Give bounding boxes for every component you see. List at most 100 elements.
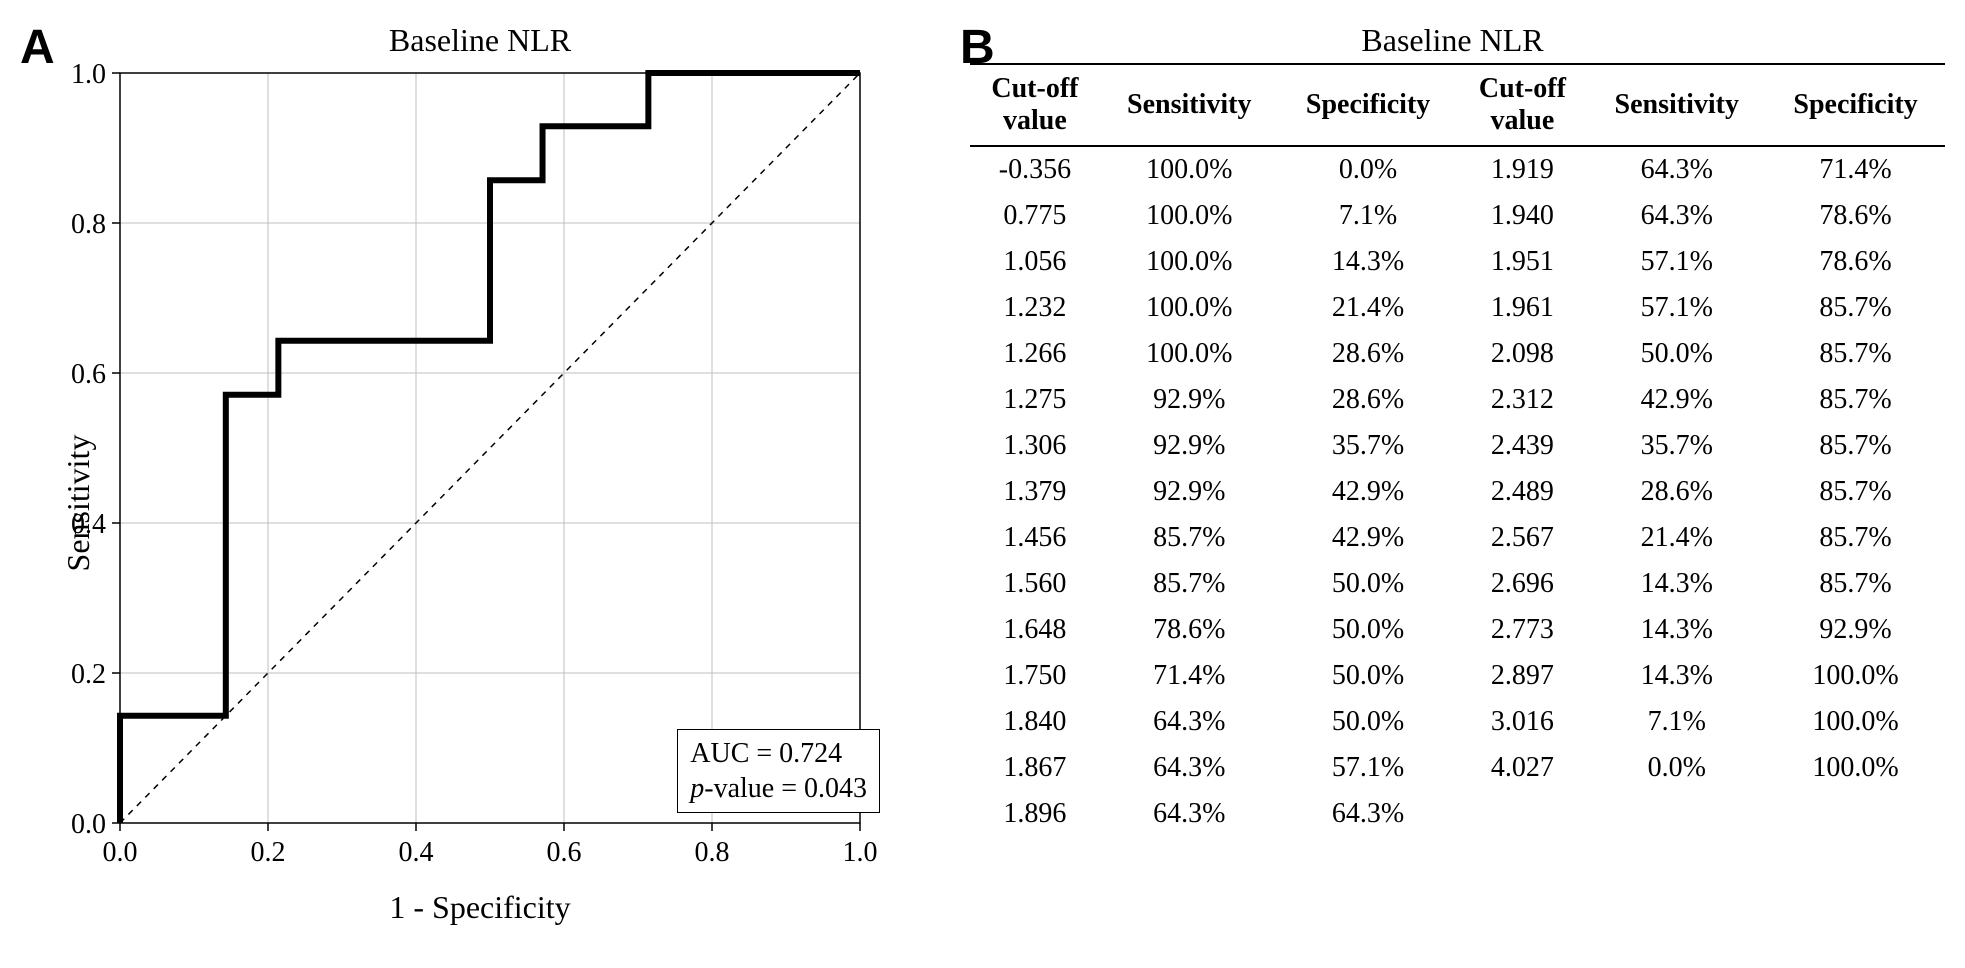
table-cell: 100.0%	[1766, 653, 1945, 699]
table-cell: 50.0%	[1279, 699, 1458, 745]
table-cell: 1.560	[970, 561, 1100, 607]
table-cell: 28.6%	[1587, 469, 1766, 515]
table-cell: 57.1%	[1587, 239, 1766, 285]
table-cell: 92.9%	[1100, 423, 1279, 469]
table-cell: 14.3%	[1279, 239, 1458, 285]
table-row: 1.37992.9%42.9%2.48928.6%85.7%	[970, 469, 1945, 515]
figure-container: A Baseline NLR Sensitivity 0.00.20.40.60…	[20, 20, 1945, 948]
table-cell: 1.456	[970, 515, 1100, 561]
table-cell: 92.9%	[1766, 607, 1945, 653]
table-cell: 2.773	[1457, 607, 1587, 653]
svg-text:1.0: 1.0	[843, 837, 878, 868]
p-rest: -value = 0.043	[704, 773, 867, 804]
table-cell: 42.9%	[1279, 515, 1458, 561]
table-cell: 2.696	[1457, 561, 1587, 607]
table-cell: 1.940	[1457, 193, 1587, 239]
table-cell: 78.6%	[1100, 607, 1279, 653]
table-cell: 1.896	[970, 791, 1100, 837]
table-cell: 64.3%	[1100, 791, 1279, 837]
table-cell: 14.3%	[1587, 653, 1766, 699]
table-cell: 64.3%	[1587, 146, 1766, 193]
table-cell: 100.0%	[1100, 285, 1279, 331]
table-cell: 2.489	[1457, 469, 1587, 515]
table-cell: 35.7%	[1587, 423, 1766, 469]
table-body: -0.356100.0%0.0%1.91964.3%71.4%0.775100.…	[970, 146, 1945, 837]
table-cell	[1766, 791, 1945, 837]
table-cell: 1.056	[970, 239, 1100, 285]
table-cell: 14.3%	[1587, 561, 1766, 607]
auc-annotation-box: AUC = 0.724 p-value = 0.043	[677, 729, 880, 813]
table-cell: 1.951	[1457, 239, 1587, 285]
chart-a-xlabel: 1 - Specificity	[20, 889, 940, 926]
table-header-row: Cut-offvalueSensitivitySpecificityCut-of…	[970, 64, 1945, 146]
table-cell: 85.7%	[1100, 515, 1279, 561]
panel-b: B Baseline NLR Cut-offvalueSensitivitySp…	[960, 20, 1945, 948]
table-cell: 28.6%	[1279, 331, 1458, 377]
svg-text:0.0: 0.0	[103, 837, 138, 868]
table-cell: 50.0%	[1279, 561, 1458, 607]
svg-text:0.8: 0.8	[71, 209, 106, 240]
auc-text: AUC = 0.724	[690, 736, 867, 771]
table-cell: 64.3%	[1100, 699, 1279, 745]
table-cell: 64.3%	[1587, 193, 1766, 239]
table-cell: 64.3%	[1279, 791, 1458, 837]
table-cell: 2.897	[1457, 653, 1587, 699]
panel-a: A Baseline NLR Sensitivity 0.00.20.40.60…	[20, 20, 940, 948]
table-cell: 100.0%	[1766, 699, 1945, 745]
svg-text:0.6: 0.6	[547, 837, 582, 868]
table-cell: 57.1%	[1279, 745, 1458, 791]
table-cell: 85.7%	[1766, 515, 1945, 561]
table-row: 1.75071.4%50.0%2.89714.3%100.0%	[970, 653, 1945, 699]
table-cell: 1.919	[1457, 146, 1587, 193]
table-cell: 42.9%	[1279, 469, 1458, 515]
table-cell: 64.3%	[1100, 745, 1279, 791]
table-cell: 4.027	[1457, 745, 1587, 791]
table-row: 0.775100.0%7.1%1.94064.3%78.6%	[970, 193, 1945, 239]
svg-text:0.0: 0.0	[71, 809, 106, 840]
table-cell: 1.306	[970, 423, 1100, 469]
table-cell: 85.7%	[1766, 469, 1945, 515]
table-cell: -0.356	[970, 146, 1100, 193]
table-cell: 2.567	[1457, 515, 1587, 561]
chart-a-title: Baseline NLR	[20, 22, 940, 59]
table-header-cell: Sensitivity	[1587, 64, 1766, 146]
table-header-cell: Cut-offvalue	[970, 64, 1100, 146]
p-italic: p	[690, 773, 704, 804]
table-cell: 1.961	[1457, 285, 1587, 331]
table-cell: 2.312	[1457, 377, 1587, 423]
svg-text:0.2: 0.2	[71, 659, 106, 690]
table-cell: 85.7%	[1766, 423, 1945, 469]
table-cell: 100.0%	[1766, 745, 1945, 791]
table-row: 1.266100.0%28.6%2.09850.0%85.7%	[970, 331, 1945, 377]
table-cell: 78.6%	[1766, 193, 1945, 239]
table-cell: 3.016	[1457, 699, 1587, 745]
svg-text:0.2: 0.2	[251, 837, 286, 868]
table-cell: 100.0%	[1100, 331, 1279, 377]
table-row: 1.86764.3%57.1%4.0270.0%100.0%	[970, 745, 1945, 791]
table-b-title: Baseline NLR	[960, 22, 1945, 59]
table-row: 1.45685.7%42.9%2.56721.4%85.7%	[970, 515, 1945, 561]
table-cell: 1.379	[970, 469, 1100, 515]
table-header-cell: Cut-offvalue	[1457, 64, 1587, 146]
table-cell: 28.6%	[1279, 377, 1458, 423]
table-cell: 0.775	[970, 193, 1100, 239]
table-row: 1.27592.9%28.6%2.31242.9%85.7%	[970, 377, 1945, 423]
nlr-table: Cut-offvalueSensitivitySpecificityCut-of…	[970, 63, 1945, 837]
svg-text:0.8: 0.8	[695, 837, 730, 868]
table-cell: 57.1%	[1587, 285, 1766, 331]
table-cell: 92.9%	[1100, 469, 1279, 515]
table-cell: 14.3%	[1587, 607, 1766, 653]
table-header-cell: Specificity	[1766, 64, 1945, 146]
table-cell: 100.0%	[1100, 146, 1279, 193]
table-row: 1.64878.6%50.0%2.77314.3%92.9%	[970, 607, 1945, 653]
table-row: 1.232100.0%21.4%1.96157.1%85.7%	[970, 285, 1945, 331]
pvalue-text: p-value = 0.043	[690, 771, 867, 806]
table-cell: 21.4%	[1279, 285, 1458, 331]
table-cell: 92.9%	[1100, 377, 1279, 423]
table-cell: 71.4%	[1100, 653, 1279, 699]
table-cell: 0.0%	[1279, 146, 1458, 193]
table-cell: 85.7%	[1766, 285, 1945, 331]
svg-text:0.4: 0.4	[399, 837, 434, 868]
table-cell: 50.0%	[1587, 331, 1766, 377]
table-row: 1.56085.7%50.0%2.69614.3%85.7%	[970, 561, 1945, 607]
